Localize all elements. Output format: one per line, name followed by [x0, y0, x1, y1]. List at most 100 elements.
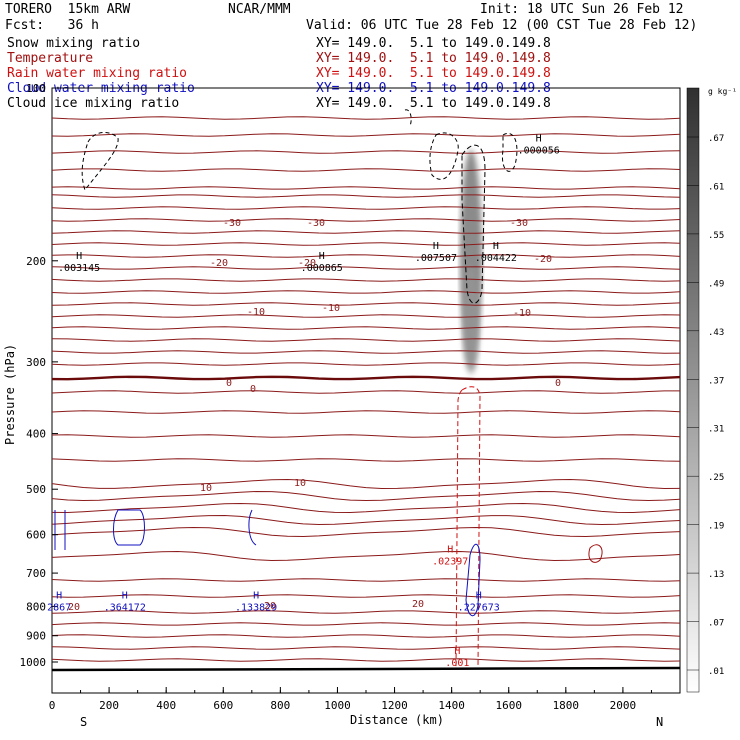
temperature-contour-line	[51, 610, 681, 614]
temperature-label: 20	[412, 599, 424, 610]
temperature-contour-line	[51, 478, 681, 490]
y-tick-label: 300	[26, 356, 46, 369]
temperature-contour-line	[51, 434, 681, 438]
temperature-contour-line	[51, 194, 681, 198]
x-tick-label: 600	[213, 699, 233, 712]
temperature-label: -20	[298, 258, 316, 269]
field-xy-temperature: XY= 149.0. 5.1 to 149.0.149.8	[316, 51, 551, 66]
colorbar	[686, 87, 700, 693]
temperature-contour-line	[51, 242, 681, 246]
temperature-contour-line	[51, 390, 680, 394]
warm-closed-contour	[588, 544, 603, 563]
x-tick-label: 1600	[495, 699, 522, 712]
max-h-marker: H	[476, 590, 482, 601]
surface-line	[51, 666, 681, 672]
temperature-contour-line	[51, 550, 681, 562]
temperature-label: -20	[534, 254, 552, 265]
colorbar-label: .61	[708, 182, 724, 192]
colorbar-label: .19	[708, 522, 724, 532]
temperature-contour-line	[51, 514, 681, 526]
y-tick-label: 1000	[20, 656, 47, 669]
temperature-contour-line	[51, 594, 681, 598]
temperature-contour-line	[51, 206, 681, 210]
field-name-snow: Snow mixing ratio	[7, 36, 141, 51]
org-label: NCAR/MMM	[228, 2, 291, 17]
temperature-contour-line	[51, 526, 681, 538]
temperature-contour-line	[51, 502, 681, 514]
x-tick-label: 1200	[381, 699, 408, 712]
max-value-label: .004422	[475, 253, 517, 264]
temperature-label: 20	[68, 602, 80, 613]
x-axis-label: Distance (km)	[350, 713, 444, 727]
ice-contour-1	[81, 132, 119, 192]
x-tick-label: 200	[99, 699, 119, 712]
init-time: Init: 18 UTC Sun 26 Feb 12	[480, 2, 684, 17]
colorbar-unit: g kg⁻¹	[708, 87, 737, 96]
y-tick-label: 900	[26, 630, 46, 643]
colorbar-label: .07	[708, 619, 724, 629]
max-value-label: .003145	[58, 263, 100, 274]
temperature-label: 0	[555, 378, 561, 389]
south-end-label: S	[80, 715, 87, 729]
y-tick-label: 400	[26, 428, 46, 441]
temperature-label: 0	[226, 378, 232, 389]
x-tick-label: 1800	[553, 699, 580, 712]
y-tick-label: 600	[26, 529, 46, 542]
max-value-label: .133829	[235, 602, 277, 613]
cloud-water-contour-2	[54, 510, 66, 550]
temperature-contour-line	[51, 622, 681, 626]
temperature-contour-line	[51, 410, 681, 414]
x-tick-label: 2000	[610, 699, 637, 712]
y-tick-label: 100	[26, 82, 46, 95]
temperature-contour-line	[51, 646, 681, 650]
temperature-label: 10	[200, 483, 212, 494]
ice-contour-3	[429, 132, 459, 180]
colorbar-label: .49	[708, 279, 724, 289]
field-xy-rain: XY= 149.0. 5.1 to 149.0.149.8	[316, 66, 551, 81]
temperature-contour-line	[51, 168, 681, 172]
y-tick-label: 700	[26, 567, 46, 580]
temperature-contour-line	[51, 375, 681, 381]
y-tick-label: 500	[26, 483, 46, 496]
temperature-contour-line	[51, 186, 681, 190]
temperature-contour-line	[51, 338, 681, 342]
y-tick-label: 800	[26, 600, 46, 613]
max-value-label: 2867	[47, 602, 71, 613]
temperature-contour-line	[51, 326, 681, 330]
temperature-label: -20	[210, 258, 228, 269]
cloud-water-contour-3	[113, 509, 145, 546]
temperature-label: -10	[513, 308, 531, 319]
max-value-label: .001	[445, 658, 469, 669]
colorbar-label: .43	[708, 328, 724, 338]
temperature-label: -30	[307, 218, 325, 229]
temperature-contour-line	[51, 658, 681, 662]
temperature-contour-line	[51, 218, 681, 222]
temperature-contour-line	[51, 490, 681, 502]
temperature-contour-line	[51, 634, 681, 638]
field-name-cloud-ice: Cloud ice mixing ratio	[7, 96, 180, 111]
temperature-contour-line	[51, 350, 681, 354]
temperature-contour-line	[51, 266, 681, 270]
colorbar-label: .25	[708, 473, 724, 483]
x-tick-label: 1000	[324, 699, 351, 712]
x-tick-label: 0	[49, 699, 56, 712]
axes: 0 200 400 600 800 1000 1200 1400 1600 1800 2000100…	[20, 82, 652, 712]
temperature-contour-line	[51, 116, 681, 120]
cloud-water-contours	[54, 509, 481, 617]
field-name-rain: Rain water mixing ratio	[7, 66, 188, 81]
temperature-labels: -30 -30 -30 -20 -20 -20 -10 -10 -10 0 0 0 10 10 20 20 20	[68, 218, 561, 613]
max-value-label: .02397	[432, 556, 468, 567]
ice-contour-2	[404, 109, 412, 127]
max-value-label: .007507	[415, 253, 457, 264]
max-h-marker: H	[493, 241, 499, 252]
temperature-label: 10	[294, 478, 306, 489]
temperature-contour-line	[51, 133, 681, 137]
cloud-water-contour-4	[248, 509, 257, 546]
max-labels: H.003145H.000865H.007507H.004422H.000056…	[47, 134, 560, 669]
x-tick-label: 800	[270, 699, 290, 712]
temperature-contour-line	[51, 578, 681, 582]
max-h-marker: H	[56, 590, 62, 601]
temperature-label: -30	[510, 218, 528, 229]
x-tick-label: 400	[156, 699, 176, 712]
temperature-label: -10	[247, 307, 265, 318]
